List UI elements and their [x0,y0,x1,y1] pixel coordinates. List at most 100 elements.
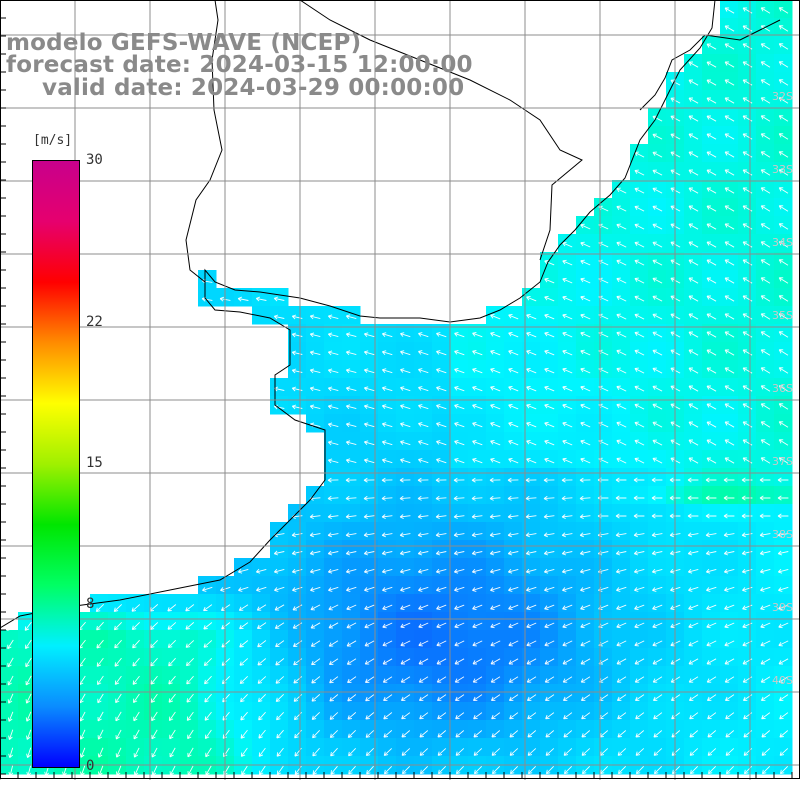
wind-arrow [706,61,717,68]
wind-cell [738,342,757,361]
wind-arrow [327,477,339,483]
wind-cell [738,0,757,19]
wind-cell [342,558,361,577]
wind-arrow [760,622,771,629]
wind-arrow [255,568,267,574]
wind-cell [738,72,757,91]
wind-arrow [724,277,735,284]
wind-cell [324,702,343,721]
wind-arrow [436,622,447,629]
wind-cell [684,234,703,253]
wind-cell [270,576,289,595]
wind-arrow [563,712,573,720]
wind-cell [558,648,577,667]
wind-arrow [185,640,195,648]
wind-cell [414,522,433,541]
wind-arrow [688,439,699,446]
wind-cell [702,270,721,289]
wind-arrow [562,313,573,320]
wind-arrow [345,332,357,338]
wind-cell [702,252,721,271]
wind-arrow [453,477,465,483]
wind-cell [702,234,721,253]
wind-cell [720,486,739,505]
wind-arrow [472,586,483,592]
wind-cell [630,450,649,469]
wind-cell [288,342,307,361]
wind-arrow [114,675,122,685]
wind-cell [342,450,361,469]
wind-cell [774,180,793,199]
wind-cell [630,558,649,577]
wind-arrow [203,640,213,648]
wind-cell [594,378,613,397]
wind-arrow [346,622,357,629]
wind-cell [738,432,757,451]
wind-cell [468,468,487,487]
wind-arrow [417,514,429,520]
wind-cell [594,198,613,217]
wind-arrow [580,586,591,592]
wind-cell [432,684,451,703]
wind-cell [486,612,505,631]
wind-cell [720,252,739,271]
wind-arrow [724,97,735,104]
wind-cell [720,630,739,649]
wind-arrow [652,115,663,122]
wind-cell [612,252,631,271]
wind-cell [594,324,613,343]
wind-arrow [543,514,555,520]
wind-arrow [652,169,663,176]
wind-cell [684,144,703,163]
wind-arrow [257,658,267,666]
wind-cell [558,576,577,595]
wind-cell [576,270,595,289]
wind-cell [432,702,451,721]
wind-arrow [345,350,357,356]
wind-arrow [778,115,789,122]
wind-cell [450,738,469,757]
wind-arrow [580,223,591,230]
wind-cell [450,540,469,559]
wind-cell [576,234,595,253]
wind-arrow [617,765,627,775]
wind-arrow [633,495,645,501]
wind-cell [630,288,649,307]
wind-arrow [634,385,645,392]
wind-cell [450,378,469,397]
wind-arrow [454,332,465,338]
wind-arrow [366,765,374,775]
wind-arrow [707,748,717,756]
wind-arrow [723,568,735,574]
wind-cell [612,342,631,361]
wind-arrow [274,586,285,592]
wind-arrow [346,658,357,665]
wind-arrow [221,675,231,685]
wind-cell [738,630,757,649]
wind-cell [630,198,649,217]
wind-arrow [310,604,321,611]
wind-arrow [634,457,645,464]
wind-cell [162,684,181,703]
wind-arrow [778,187,789,194]
wind-arrow [26,747,32,758]
wind-cell [270,594,289,613]
wind-arrow [509,712,519,720]
wind-arrow [274,622,285,629]
wind-cell [108,594,127,613]
wind-arrow [327,404,339,410]
wind-cell [396,432,415,451]
wind-arrow [345,422,357,428]
wind-cell [648,738,667,757]
wind-arrow [723,513,735,519]
wind-cell [378,324,397,343]
wind-cell [522,648,541,667]
wind-arrow [311,694,321,702]
wind-cell [234,684,253,703]
wind-arrow [291,332,303,338]
wind-cell [540,540,559,559]
wind-arrow [706,241,717,248]
wind-cell [756,72,775,91]
wind-arrow [490,349,501,356]
wind-cell [774,342,793,361]
